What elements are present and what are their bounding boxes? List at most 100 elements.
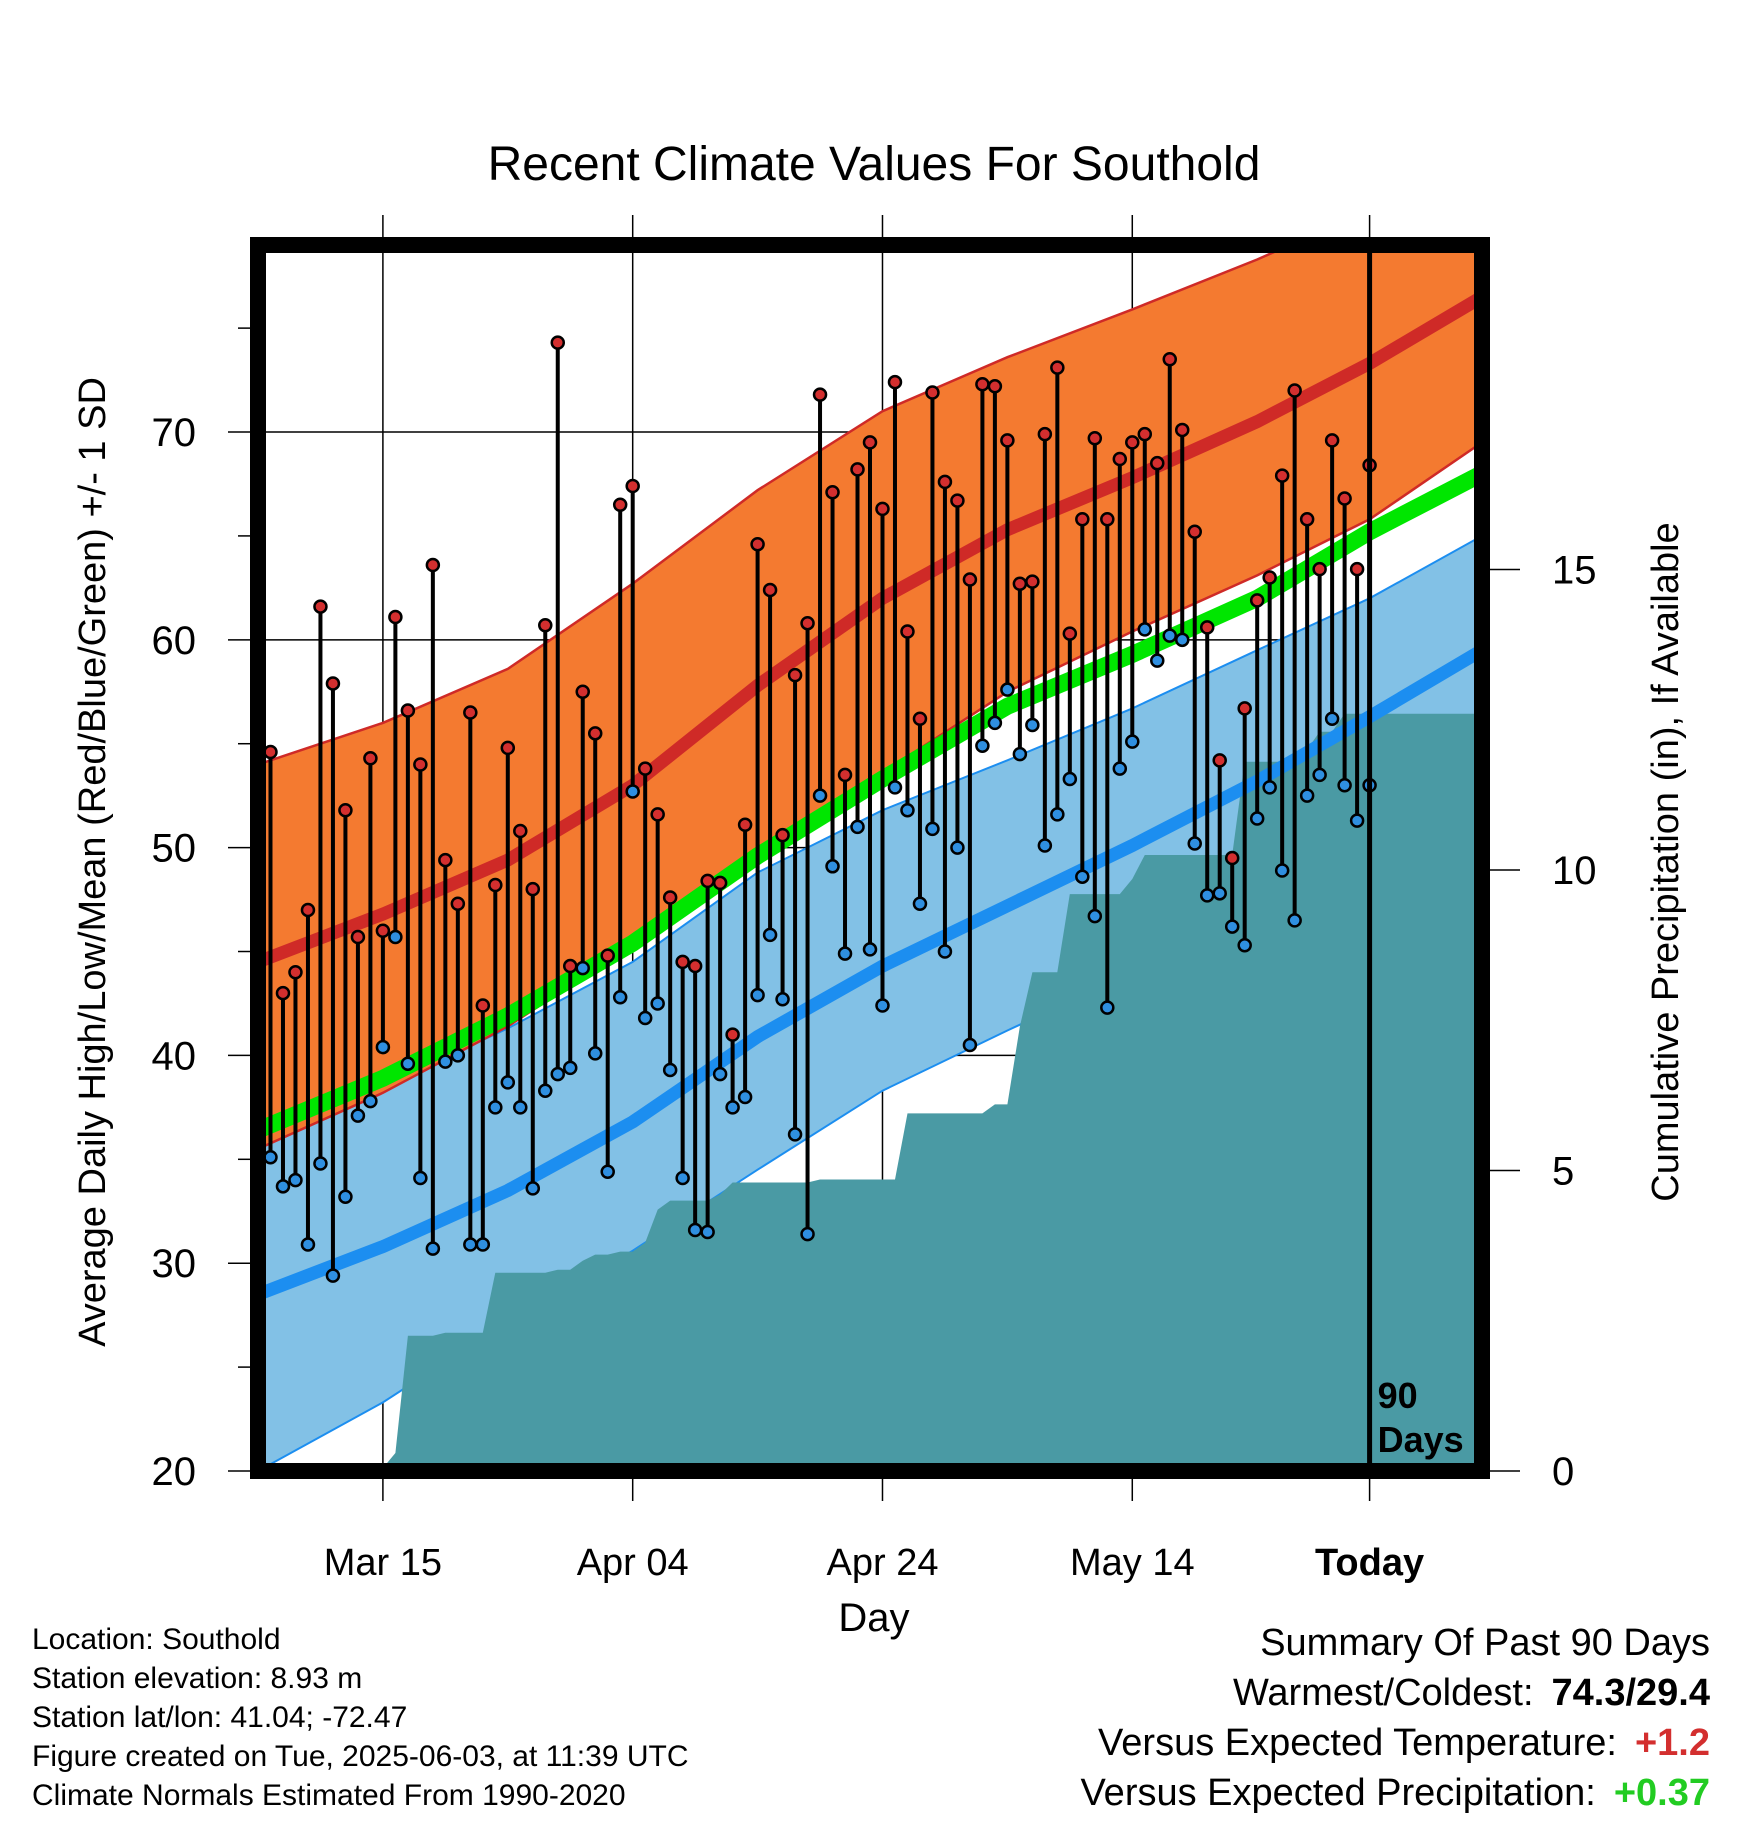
- daily-high-point: [1050, 360, 1065, 375]
- y-tick-label: 30: [152, 1242, 197, 1286]
- daily-low-point: [1137, 622, 1153, 637]
- daily-high-point: [425, 557, 441, 573]
- temp-anomaly-value: +1.2: [1634, 1722, 1710, 1764]
- x-tick-label: Today: [1315, 1542, 1424, 1584]
- daily-high-point: [825, 485, 840, 500]
- daily-low-point: [275, 1179, 291, 1194]
- daily-low-point: [800, 1226, 815, 1242]
- daily-high-point: [762, 582, 778, 598]
- daily-low-point: [787, 1127, 803, 1142]
- daily-low-point: [850, 819, 865, 835]
- daily-low-point: [475, 1237, 491, 1252]
- daily-high-point: [400, 703, 416, 718]
- daily-low-point: [488, 1100, 503, 1115]
- daily-high-point: [887, 374, 903, 390]
- daily-low-point: [363, 1093, 378, 1109]
- daily-low-point: [438, 1054, 453, 1069]
- daily-high-point: [1212, 753, 1227, 768]
- y-tick-label: 50: [152, 827, 197, 871]
- daily-low-point: [538, 1083, 553, 1098]
- daily-high-point: [375, 923, 391, 938]
- daily-low-point: [1025, 717, 1040, 733]
- daily-high-point: [500, 740, 516, 756]
- daily-high-point: [1137, 426, 1153, 442]
- daily-low-point: [737, 1089, 753, 1105]
- daily-high-point: [463, 705, 478, 720]
- y-tick-label: 70: [152, 411, 197, 455]
- plot-clip-group: 90 Days: [258, 245, 1482, 1471]
- daily-high-point: [1324, 433, 1340, 448]
- y2-tick-label: 0: [1552, 1450, 1574, 1494]
- daily-low-point: [1212, 886, 1227, 901]
- daily-high-point: [1299, 512, 1315, 527]
- latlon-text: Station lat/lon: 41.04; -72.47: [32, 1701, 408, 1734]
- daily-low-point: [1125, 734, 1140, 749]
- daily-high-point: [1187, 524, 1202, 540]
- plot-area: 90 Days: [258, 245, 1482, 1471]
- normals-text: Climate Normals Estimated From 1990-2020: [32, 1779, 626, 1812]
- daily-low-point: [712, 1066, 728, 1082]
- daily-high-point: [1174, 422, 1190, 438]
- daily-high-point: [1237, 701, 1252, 716]
- daily-high-point: [325, 676, 341, 691]
- daily-high-point: [937, 474, 953, 490]
- daily-high-point: [1274, 468, 1290, 483]
- precip-anomaly-value: +0.37: [1613, 1772, 1710, 1814]
- daily-low-point: [837, 946, 853, 961]
- daily-high-point: [1000, 433, 1015, 448]
- x-tick-label: Apr 24: [827, 1542, 939, 1584]
- daily-low-point: [525, 1181, 541, 1196]
- daily-low-point: [562, 1060, 578, 1076]
- daily-high-point: [737, 817, 753, 833]
- daily-low-point: [875, 998, 890, 1013]
- daily-low-point: [987, 715, 1003, 731]
- daily-low-point: [400, 1056, 416, 1071]
- summary-heading: Summary Of Past 90 Days: [1260, 1622, 1710, 1664]
- daily-low-point: [950, 840, 965, 855]
- x-tick-label: Apr 04: [577, 1542, 689, 1584]
- daily-low-point: [513, 1100, 528, 1115]
- daily-low-point: [575, 960, 590, 976]
- daily-high-point: [912, 711, 928, 727]
- daily-low-point: [1075, 869, 1090, 884]
- daily-high-point: [687, 958, 703, 974]
- summary-panel: Summary Of Past 90 Days Warmest/Coldest:…: [1080, 1618, 1710, 1818]
- daily-low-point: [600, 1164, 615, 1180]
- daily-high-point: [587, 726, 603, 741]
- plot-frame: [250, 237, 1490, 1479]
- daily-high-point: [987, 379, 1003, 394]
- daily-low-point: [750, 987, 765, 1003]
- daily-high-point: [750, 536, 765, 552]
- daily-high-point: [338, 802, 353, 818]
- daily-low-point: [325, 1268, 341, 1283]
- daily-high-point: [363, 751, 378, 766]
- warm-cold-label: Warmest/Coldest:: [1232, 1672, 1534, 1714]
- daily-low-point: [1050, 807, 1065, 822]
- daily-low-point: [1324, 711, 1340, 727]
- daily-high-point: [875, 501, 890, 517]
- daily-high-point: [650, 807, 665, 822]
- y-axis-label: Average Daily High/Low/Mean (Red/Blue/Gr…: [72, 377, 114, 1347]
- daily-low-point: [288, 1172, 303, 1188]
- daily-high-point: [850, 462, 865, 477]
- daily-low-point: [1150, 653, 1165, 668]
- daily-high-point: [1075, 512, 1090, 527]
- daily-low-point: [1199, 888, 1215, 903]
- daily-low-point: [912, 896, 928, 911]
- daily-low-point: [1262, 780, 1277, 795]
- y-tick-label: 60: [152, 619, 197, 663]
- daily-high-point: [1087, 431, 1103, 446]
- daily-low-point: [1349, 813, 1365, 828]
- daily-high-point: [562, 958, 578, 974]
- daily-high-point: [350, 929, 366, 945]
- ninety-days-label: 90 Days: [1378, 1375, 1464, 1460]
- daily-low-point: [1287, 913, 1302, 928]
- chart-title: Recent Climate Values For Southold: [488, 138, 1261, 191]
- daily-low-point: [1012, 746, 1028, 762]
- daily-high-point: [1125, 435, 1140, 450]
- daily-high-point: [275, 985, 291, 1001]
- warm-cold-value: 74.3/29.4: [1551, 1672, 1710, 1714]
- daily-high-point: [438, 852, 453, 868]
- daily-low-point: [388, 929, 403, 945]
- daily-low-point: [662, 1062, 678, 1078]
